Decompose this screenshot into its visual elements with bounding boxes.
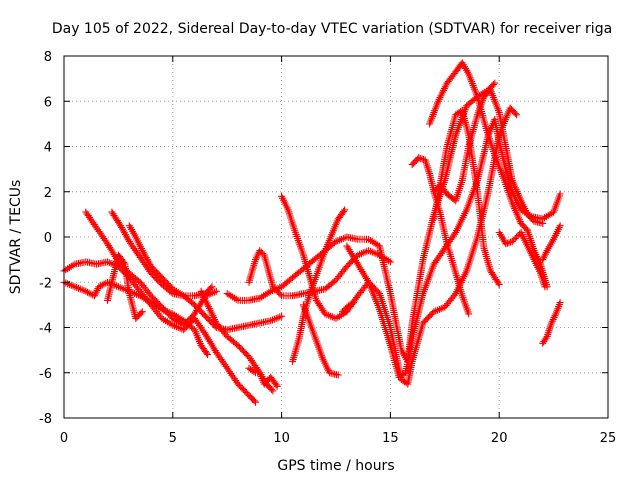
x-tick-label: 25 [600, 431, 617, 446]
y-axis-title: SDTVAR / TECUs [8, 180, 24, 295]
data-point-marks [426, 59, 551, 291]
data-point-marks [125, 222, 286, 334]
chart-title: Day 105 of 2022, Sidereal Day-to-day VTE… [52, 21, 612, 37]
data-point-marks [495, 229, 549, 291]
x-axis-title: GPS time / hours [277, 458, 394, 474]
series-arc-4 [108, 208, 216, 300]
data-point-marks [339, 299, 357, 316]
data-point-marks [223, 79, 499, 365]
series-arc-18 [430, 106, 503, 288]
y-tick-label: 2 [44, 186, 52, 201]
series-arc-21 [539, 222, 564, 264]
series-arc-10 [223, 79, 499, 365]
series-arc-19 [426, 59, 551, 291]
x-tick-label: 20 [491, 431, 508, 446]
x-tick-label: 10 [273, 431, 290, 446]
x-tick-label: 5 [169, 431, 177, 446]
data-point-marks [82, 208, 220, 329]
series-arc-15 [343, 115, 564, 381]
data-point-marks [343, 115, 564, 381]
data-point-marks [539, 299, 564, 347]
y-tick-label: 6 [44, 95, 52, 110]
data-point-marks [430, 106, 503, 288]
y-tick-label: -4 [39, 322, 52, 337]
data-point-marks [299, 301, 342, 379]
marks-layer [60, 59, 564, 406]
data-point-marks [539, 222, 564, 264]
axis-layer: 0 5 10 15 20 25 -8 -6 -4 -2 0 2 4 6 8 [39, 50, 616, 446]
series-arc-13 [289, 206, 349, 365]
series-arc-14 [339, 299, 357, 316]
x-tick-label: 0 [60, 431, 68, 446]
y-tick-label: 0 [44, 231, 52, 246]
series-arc-3 [82, 208, 220, 329]
series-arc-12 [299, 301, 342, 379]
x-tick-label: 15 [382, 431, 399, 446]
series-arc-22 [539, 299, 564, 347]
y-tick-label: -2 [39, 276, 52, 291]
grid-layer [64, 56, 608, 418]
series-arc-5 [125, 222, 286, 334]
data-point-marks [289, 206, 349, 365]
y-tick-label: -6 [39, 367, 52, 382]
series-arc-9 [245, 364, 281, 390]
data-point-marks [104, 251, 146, 322]
series-arc-20 [495, 229, 549, 291]
y-tick-label: -8 [39, 412, 52, 427]
y-tick-label: 4 [44, 141, 52, 156]
y-tick-label: 8 [44, 50, 52, 65]
series-arc-6 [104, 251, 146, 322]
data-point-marks [108, 208, 216, 300]
data-point-marks [245, 364, 281, 390]
